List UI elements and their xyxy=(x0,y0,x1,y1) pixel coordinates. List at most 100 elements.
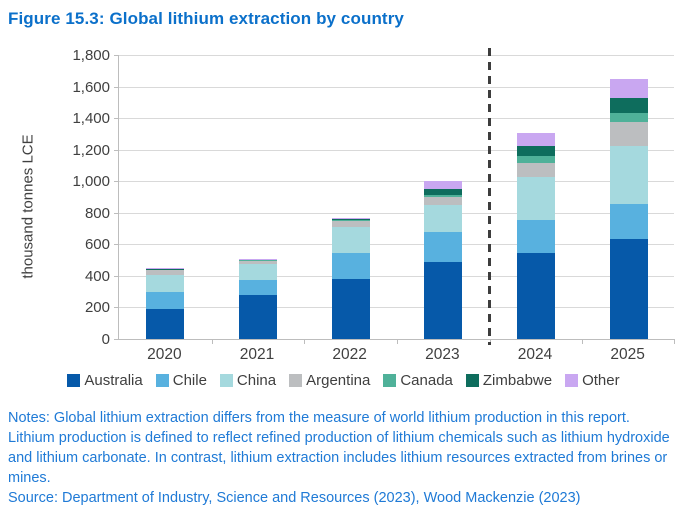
bar-segment-chile-2024 xyxy=(517,219,555,254)
x-axis-tick xyxy=(304,339,306,344)
x-axis-tick xyxy=(211,339,213,344)
y-axis-tick xyxy=(114,55,119,56)
bar-segment-other-2023 xyxy=(424,181,463,189)
legend-item-chile: Chile xyxy=(155,372,207,389)
legend-swatch-icon xyxy=(383,374,397,387)
gridline xyxy=(119,307,674,309)
y-tick-label: 1,800 xyxy=(72,47,110,64)
y-axis-tick xyxy=(114,244,119,246)
legend-label: Canada xyxy=(400,372,453,389)
legend-swatch-icon xyxy=(219,374,233,387)
bar-segment-canada-2020 xyxy=(146,269,185,271)
bar-segment-chile-2021 xyxy=(239,279,277,295)
bar-segment-other-2021 xyxy=(239,258,277,260)
bar-segment-australia-2022 xyxy=(331,279,370,339)
bar-segment-other-2020 xyxy=(146,267,185,270)
x-axis-tick xyxy=(397,339,398,344)
legend-label: Chile xyxy=(172,372,207,389)
y-axis-tick xyxy=(114,212,119,214)
bar-segment-australia-2021 xyxy=(239,294,277,339)
gridline xyxy=(119,275,674,277)
stacked-bar-2024 xyxy=(517,133,555,339)
bar-segment-argentina-2023 xyxy=(424,197,463,205)
x-tick-label: 2025 xyxy=(610,346,645,363)
gridline xyxy=(119,212,674,214)
plot-area xyxy=(114,48,675,345)
y-axis-tick xyxy=(114,181,119,183)
stacked-bar-2023 xyxy=(424,181,463,339)
stacked-bar-2021 xyxy=(239,258,277,339)
bar-segment-argentina-2022 xyxy=(331,220,370,227)
bar-segment-australia-2024 xyxy=(517,253,555,339)
bar-segment-argentina-2021 xyxy=(239,260,277,265)
legend-item-argentina: Argentina xyxy=(289,372,370,389)
gridline xyxy=(119,118,674,120)
legend-swatch-icon xyxy=(289,374,303,387)
stacked-bar-2020 xyxy=(146,267,185,339)
y-tick-label: 1,200 xyxy=(72,141,110,159)
legend-item-zimbabwe: Zimbabwe xyxy=(465,372,553,389)
bar-segment-australia-2023 xyxy=(424,261,463,339)
legend-label: Zimbabwe xyxy=(482,372,553,389)
bar-segment-argentina-2020 xyxy=(146,270,185,276)
bar-segment-canada-2024 xyxy=(517,156,555,164)
stacked-bar-2025 xyxy=(609,78,648,339)
x-tick-label: 2020 xyxy=(147,346,182,363)
y-tick-label: 400 xyxy=(84,267,110,285)
legend-item-canada: Canada xyxy=(383,372,453,389)
legend-item-other: Other xyxy=(565,372,620,389)
gridline xyxy=(119,86,674,88)
bar-segment-chile-2022 xyxy=(331,253,370,280)
legend-label: Other xyxy=(582,372,620,389)
bar-segment-china-2022 xyxy=(331,226,370,254)
y-axis-label: thousand tonnes LCE xyxy=(19,134,37,279)
y-tick-label: 800 xyxy=(84,204,110,222)
bar-segment-australia-2025 xyxy=(609,238,648,339)
bar-segment-china-2024 xyxy=(517,177,555,220)
x-tick-label: 2022 xyxy=(332,346,367,363)
legend-swatch-icon xyxy=(465,374,479,387)
legend-item-china: China xyxy=(219,372,277,389)
bar-segment-other-2022 xyxy=(331,217,370,220)
x-tick-label: 2023 xyxy=(425,346,460,363)
y-axis-tick xyxy=(114,86,119,88)
gridline xyxy=(119,181,674,183)
y-tick-label: 1,400 xyxy=(72,110,110,128)
chart-area: thousand tonnes LCE Australia Chile China A… xyxy=(0,40,687,400)
notes-text: Notes: Global lithium extraction differs… xyxy=(8,410,670,486)
legend: Australia Chile China Argentina Canada Zimbab… xyxy=(0,372,687,389)
legend-label: Argentina xyxy=(306,372,371,389)
bar-segment-zimbabwe-2024 xyxy=(517,145,555,157)
bar-segment-canada-2022 xyxy=(331,219,370,221)
y-axis-tick xyxy=(114,149,119,151)
bar-segment-other-2025 xyxy=(609,78,648,98)
y-axis-tick xyxy=(114,118,119,120)
x-tick-label: 2024 xyxy=(517,346,553,363)
bar-segment-chile-2023 xyxy=(424,231,463,262)
bar-segment-china-2025 xyxy=(609,145,648,205)
x-axis-tick xyxy=(674,339,675,344)
legend-swatch-icon xyxy=(155,374,169,387)
bar-segment-zimbabwe-2023 xyxy=(424,188,463,196)
x-axis-tick xyxy=(582,339,584,344)
y-tick-label: 600 xyxy=(84,236,110,254)
bar-segment-canada-2025 xyxy=(609,113,648,123)
legend-item-australia: Australia xyxy=(67,372,143,389)
bar-segment-zimbabwe-2025 xyxy=(609,97,648,114)
bar-segment-chile-2025 xyxy=(609,204,648,239)
bar-segment-chile-2020 xyxy=(146,292,185,310)
forecast-divider-line xyxy=(488,48,492,345)
stacked-bar-2022 xyxy=(331,217,370,339)
gridline xyxy=(119,149,674,151)
bar-segment-canada-2023 xyxy=(424,195,463,198)
bar-segment-china-2023 xyxy=(424,204,463,232)
bar-segment-argentina-2025 xyxy=(609,122,648,146)
gridline xyxy=(119,244,674,246)
legend-label: China xyxy=(236,372,277,389)
bar-segment-australia-2020 xyxy=(146,309,185,339)
gridline xyxy=(119,55,674,56)
bar-segment-china-2021 xyxy=(239,264,277,280)
y-tick-label: 1,600 xyxy=(72,78,110,96)
source-text: Source: Department of Industry, Science … xyxy=(8,490,581,506)
